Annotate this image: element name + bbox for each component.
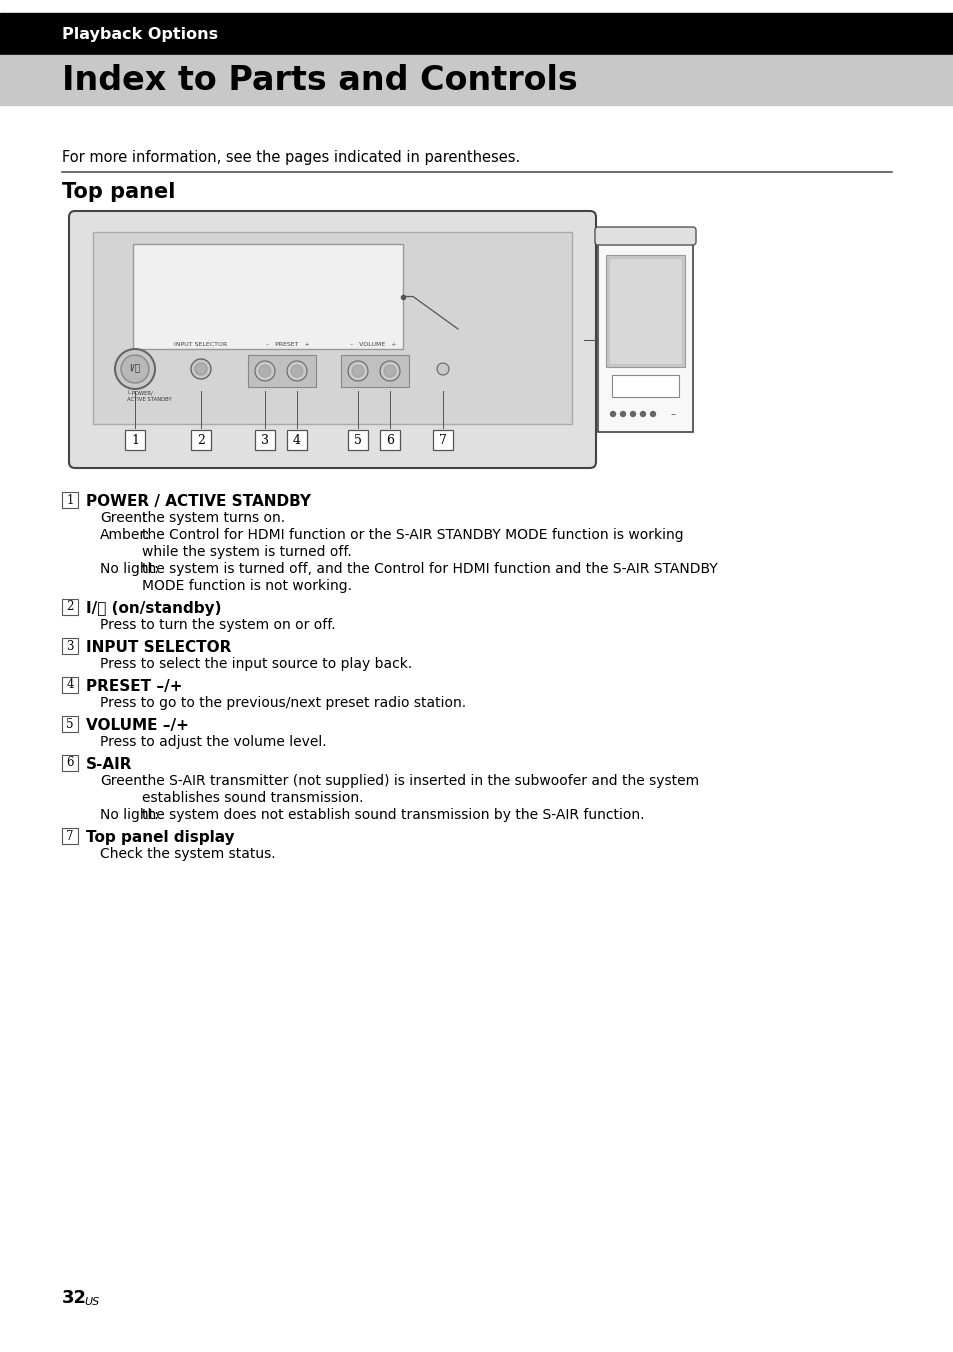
Text: 4: 4 (66, 679, 73, 691)
Bar (379, 430, 399, 450)
Text: MODE function is not working.: MODE function is not working. (142, 579, 352, 594)
Text: the system does not establish sound transmission by the S-AIR function.: the system does not establish sound tran… (142, 808, 644, 822)
Text: US: US (84, 1297, 99, 1307)
Circle shape (115, 349, 154, 389)
Text: the system turns on.: the system turns on. (142, 511, 285, 525)
Bar (340, 356, 409, 387)
Text: 1: 1 (67, 493, 73, 507)
Text: while the system is turned off.: while the system is turned off. (142, 545, 352, 558)
Text: 3: 3 (66, 639, 73, 653)
Bar (248, 356, 315, 387)
Circle shape (258, 365, 271, 377)
Text: 5: 5 (354, 434, 361, 446)
Text: Green:: Green: (100, 773, 147, 788)
Bar (62, 599, 78, 615)
Circle shape (191, 360, 211, 379)
Bar (612, 375, 679, 397)
Text: ACTIVE STANDBY: ACTIVE STANDBY (127, 397, 172, 402)
Circle shape (650, 411, 655, 416)
Bar (608, 258, 681, 364)
Text: Check the system status.: Check the system status. (100, 846, 275, 861)
Text: 6: 6 (66, 757, 73, 769)
Text: INPUT SELECTOR: INPUT SELECTOR (86, 639, 232, 654)
Text: 1: 1 (131, 434, 139, 446)
Text: 7: 7 (66, 830, 73, 842)
Text: Press to turn the system on or off.: Press to turn the system on or off. (100, 618, 335, 631)
Bar (132, 243, 402, 349)
Text: 2: 2 (67, 600, 73, 614)
Circle shape (379, 361, 399, 381)
Circle shape (630, 411, 635, 416)
Text: –   VOLUME   +: – VOLUME + (350, 342, 395, 347)
Text: the S-AIR transmitter (not supplied) is inserted in the subwoofer and the system: the S-AIR transmitter (not supplied) is … (142, 773, 699, 788)
Bar (0, 55, 953, 105)
FancyBboxPatch shape (595, 227, 696, 245)
Bar (125, 430, 145, 450)
Circle shape (619, 411, 625, 416)
Text: Amber:: Amber: (100, 529, 151, 542)
Circle shape (436, 362, 449, 375)
Circle shape (384, 365, 395, 377)
Circle shape (121, 356, 149, 383)
Text: INPUT SELECTOR: INPUT SELECTOR (174, 342, 228, 347)
Text: Press to go to the previous/next preset radio station.: Press to go to the previous/next preset … (100, 696, 466, 710)
Text: └ POWER/: └ POWER/ (127, 391, 152, 396)
Text: 5: 5 (66, 718, 73, 730)
Bar (62, 492, 78, 508)
Text: Press to adjust the volume level.: Press to adjust the volume level. (100, 735, 326, 749)
Bar (62, 677, 78, 694)
Text: –: – (670, 410, 675, 419)
FancyBboxPatch shape (69, 211, 596, 468)
Text: Press to select the input source to play back.: Press to select the input source to play… (100, 657, 412, 671)
Text: the Control for HDMI function or the S-AIR STANDBY MODE function is working: the Control for HDMI function or the S-A… (142, 529, 683, 542)
Text: VOLUME –/+: VOLUME –/+ (86, 718, 189, 733)
Circle shape (639, 411, 645, 416)
Text: PRESET –/+: PRESET –/+ (86, 679, 182, 694)
Text: Index to Parts and Controls: Index to Parts and Controls (62, 64, 578, 96)
Text: Green:: Green: (100, 511, 147, 525)
Text: I/⏻: I/⏻ (130, 364, 140, 373)
Text: No light:: No light: (100, 808, 158, 822)
Bar (0, 14, 953, 55)
Bar (287, 430, 307, 450)
Text: 2: 2 (197, 434, 205, 446)
Text: 32: 32 (62, 1288, 87, 1307)
Circle shape (254, 361, 274, 381)
Bar (62, 717, 78, 731)
Circle shape (287, 361, 307, 381)
Text: the system is turned off, and the Control for HDMI function and the S-AIR STANDB: the system is turned off, and the Contro… (142, 562, 717, 576)
Bar (191, 430, 211, 450)
Text: 6: 6 (386, 434, 394, 446)
Text: 3: 3 (261, 434, 269, 446)
Bar (605, 256, 684, 366)
Bar (62, 827, 78, 844)
Text: Playback Options: Playback Options (62, 27, 218, 42)
Circle shape (348, 361, 368, 381)
Text: For more information, see the pages indicated in parentheses.: For more information, see the pages indi… (62, 150, 519, 165)
Bar (62, 754, 78, 771)
Bar (92, 233, 572, 425)
Text: No light:: No light: (100, 562, 158, 576)
Text: 4: 4 (293, 434, 301, 446)
Text: Top panel: Top panel (62, 183, 175, 201)
Circle shape (610, 411, 615, 416)
Bar (348, 430, 368, 450)
Text: Top panel display: Top panel display (86, 830, 234, 845)
Text: establishes sound transmission.: establishes sound transmission. (142, 791, 363, 804)
Bar (254, 430, 274, 450)
Text: 7: 7 (438, 434, 446, 446)
Bar (62, 638, 78, 654)
Text: S-AIR: S-AIR (86, 757, 132, 772)
Circle shape (194, 362, 207, 375)
Text: POWER / ACTIVE STANDBY: POWER / ACTIVE STANDBY (86, 493, 311, 508)
Text: I/⏻ (on/standby): I/⏻ (on/standby) (86, 602, 221, 617)
Bar (598, 237, 692, 433)
Circle shape (291, 365, 303, 377)
Circle shape (352, 365, 364, 377)
Text: –   PRESET   +: – PRESET + (266, 342, 310, 347)
Bar (433, 430, 453, 450)
